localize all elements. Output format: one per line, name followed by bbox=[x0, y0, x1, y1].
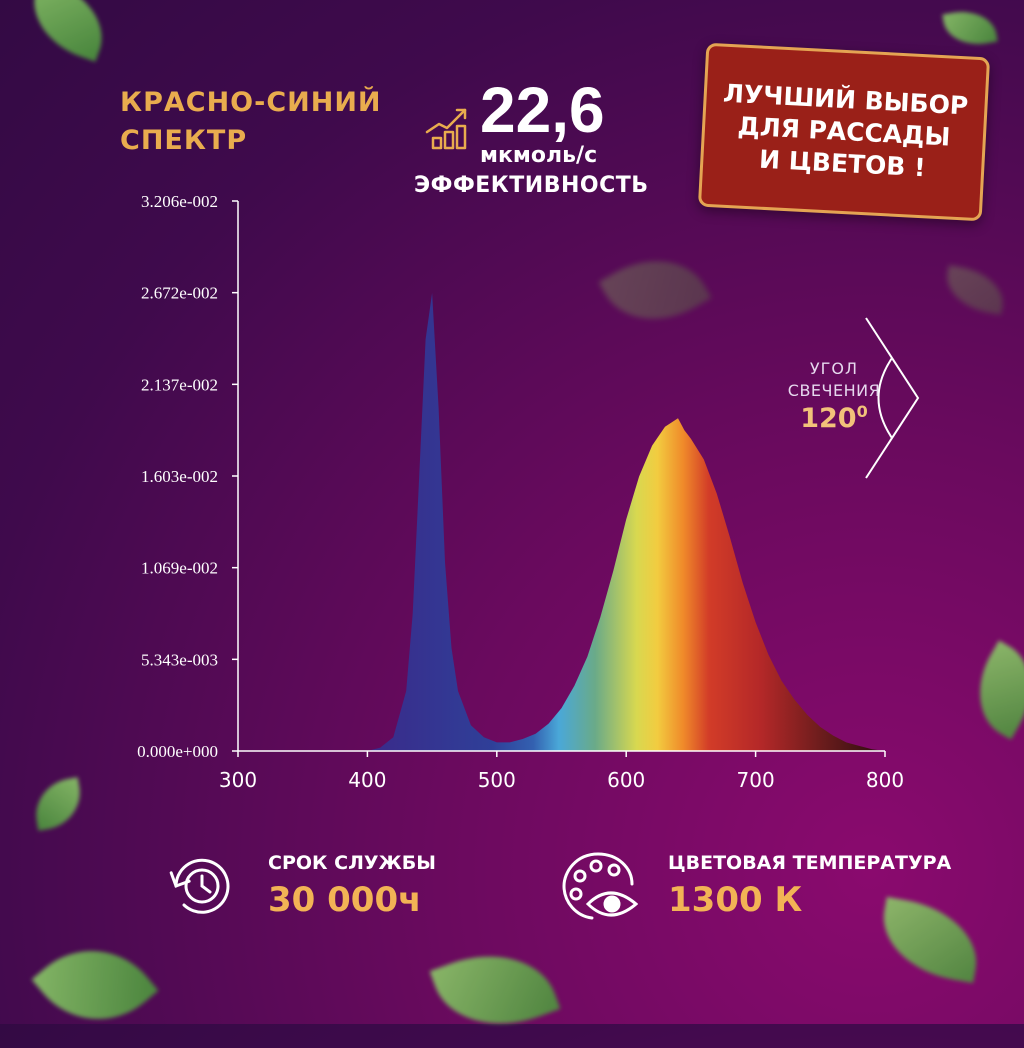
lifetime-value: 30 000ч bbox=[268, 880, 422, 920]
chart-plot-area bbox=[367, 293, 885, 751]
growth-bars-icon bbox=[425, 108, 467, 150]
spectrum-chart: 0.000e+000 5.343e-003 1.069e-002 1.603e-002… bbox=[137, 192, 904, 792]
y-tick-label: 3.206e-002 bbox=[141, 192, 218, 211]
chart-axes: 0.000e+000 5.343e-003 1.069e-002 1.603e-002… bbox=[137, 192, 904, 792]
y-tick-label: 5.343e-003 bbox=[141, 650, 218, 669]
x-tick-label: 300 bbox=[219, 768, 257, 792]
efficiency-label: ЭФФЕКТИВНОСТЬ bbox=[414, 173, 649, 198]
x-tick-label: 600 bbox=[607, 768, 645, 792]
x-tick-label: 800 bbox=[866, 768, 904, 792]
x-tick-label: 500 bbox=[478, 768, 516, 792]
angle-value: 1200 bbox=[786, 402, 882, 434]
spectrum-series-area bbox=[367, 293, 885, 751]
x-tick-label: 700 bbox=[737, 768, 775, 792]
y-tick-label: 0.000e+000 bbox=[137, 742, 218, 761]
spectrum-title: КРАСНО-СИНИЙ СПЕКТР bbox=[120, 84, 382, 160]
efficiency-value: 22,6 bbox=[480, 74, 605, 146]
beam-angle-icon bbox=[865, 317, 920, 479]
spectrum-title-line1: КРАСНО-СИНИЙ bbox=[120, 87, 382, 118]
angle-label-line2: СВЕЧЕНИЯ bbox=[787, 381, 881, 400]
color-temperature-label: ЦВЕТОВАЯ ТЕМПЕРАТУРА bbox=[668, 852, 952, 874]
y-tick-label: 1.603e-002 bbox=[141, 467, 218, 486]
y-tick-label: 1.069e-002 bbox=[141, 559, 218, 578]
y-tick-label: 2.137e-002 bbox=[141, 375, 218, 394]
angle-label-line1: УГОЛ bbox=[809, 359, 859, 378]
angle-degree-mark: 0 bbox=[856, 402, 868, 421]
lifetime-label: СРОК СЛУЖБЫ bbox=[268, 852, 436, 874]
spectrum-title-line2: СПЕКТР bbox=[120, 125, 248, 156]
efficiency-unit: мкмоль/с bbox=[480, 143, 598, 168]
clock-cycle-icon bbox=[169, 858, 230, 914]
y-tick-label: 2.672e-002 bbox=[141, 284, 218, 303]
color-temperature-value: 1300 К bbox=[668, 880, 803, 920]
x-tick-label: 400 bbox=[348, 768, 386, 792]
angle-value-number: 120 bbox=[800, 403, 857, 434]
palette-eye-icon bbox=[562, 852, 638, 920]
